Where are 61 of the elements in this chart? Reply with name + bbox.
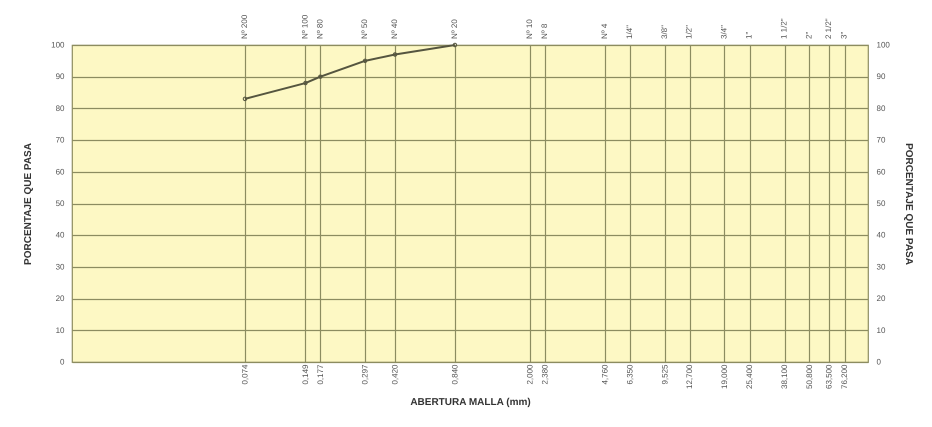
text: Nº 8 <box>540 23 549 39</box>
x-tick-label: 63,500 <box>824 364 834 389</box>
y-tick-label: 20 <box>56 294 66 304</box>
x-tick-label: 9,525 <box>660 364 670 385</box>
y-tick-label: 40 <box>56 230 66 240</box>
text: 1 1/2" <box>780 18 789 39</box>
text: 2" <box>804 32 814 39</box>
x-tick-label: 4,760 <box>600 364 610 385</box>
y2-tick-label: 70 <box>876 136 886 145</box>
text: 3" <box>840 32 849 39</box>
x-tick-label: 19,000 <box>720 364 729 389</box>
y2-tick-label: 40 <box>876 230 886 240</box>
y2-tick-label: 60 <box>876 167 886 176</box>
y2-tick-label: 10 <box>876 326 886 335</box>
text: 1/4" <box>624 24 634 39</box>
x-tick-label: 0,297 <box>360 364 370 385</box>
y-tick-label: 10 <box>56 326 66 335</box>
x-tick-label: 38,100 <box>780 364 790 389</box>
y2-tick-label: 30 <box>876 262 886 272</box>
x-tick-label: 25,400 <box>745 364 754 389</box>
y2-axis-title: PORCENTAJE QUE PASA <box>902 143 914 265</box>
y2-tick-label: 80 <box>876 104 886 113</box>
x-tick-label: 2,380 <box>540 364 550 385</box>
x-tick-label: 0,074 <box>240 364 250 385</box>
x-axis-title: ABERTURA MALLA (mm) <box>410 396 531 408</box>
y-tick-label: 0 <box>60 358 66 366</box>
text: Nº 4 <box>600 23 609 39</box>
text: Nº 80 <box>315 18 324 39</box>
text: Nº 10 <box>524 18 534 39</box>
x-tick-label: 0,420 <box>390 364 400 385</box>
y2-tick-label: 50 <box>876 199 886 208</box>
y-tick-label: 60 <box>56 167 66 176</box>
y2-tick-label: 100 <box>876 40 890 50</box>
y2-tick-label: 90 <box>876 72 886 82</box>
text: Nº 50 <box>360 18 370 39</box>
x-tick-label: 12,700 <box>685 364 694 389</box>
text: Nº 200 <box>240 14 249 39</box>
text: Nº 100 <box>300 14 310 39</box>
x-tick-label: 2,000 <box>525 364 534 385</box>
x-tick-label: 76,200 <box>840 364 850 389</box>
x-tick-label: 50,800 <box>804 364 814 389</box>
x-tick-label: 0,149 <box>300 364 310 385</box>
text: 1/2" <box>684 24 694 39</box>
text: 3/4" <box>719 24 728 39</box>
text: 3/8" <box>660 24 669 39</box>
y2-tick-label: 20 <box>876 294 886 304</box>
y-tick-label: 80 <box>56 104 66 113</box>
text: Nº 40 <box>390 18 400 39</box>
y-tick-label: 30 <box>56 262 66 272</box>
y-tick-label: 50 <box>56 199 66 208</box>
x-tick-label: 0,840 <box>450 364 460 385</box>
y-tick-label: 70 <box>56 136 66 145</box>
text: 2 1/2" <box>824 18 833 39</box>
text: Nº 20 <box>450 18 459 39</box>
y-axis-title: PORCENTAJE QUE PASA <box>23 143 34 265</box>
y-tick-label: 90 <box>56 72 66 82</box>
y2-tick-label: 0 <box>876 358 882 366</box>
x-tick-label: 6,350 <box>625 364 634 385</box>
text: 1" <box>744 32 754 39</box>
x-tick-label: 0,177 <box>316 364 325 385</box>
y-tick-label: 100 <box>51 40 66 50</box>
